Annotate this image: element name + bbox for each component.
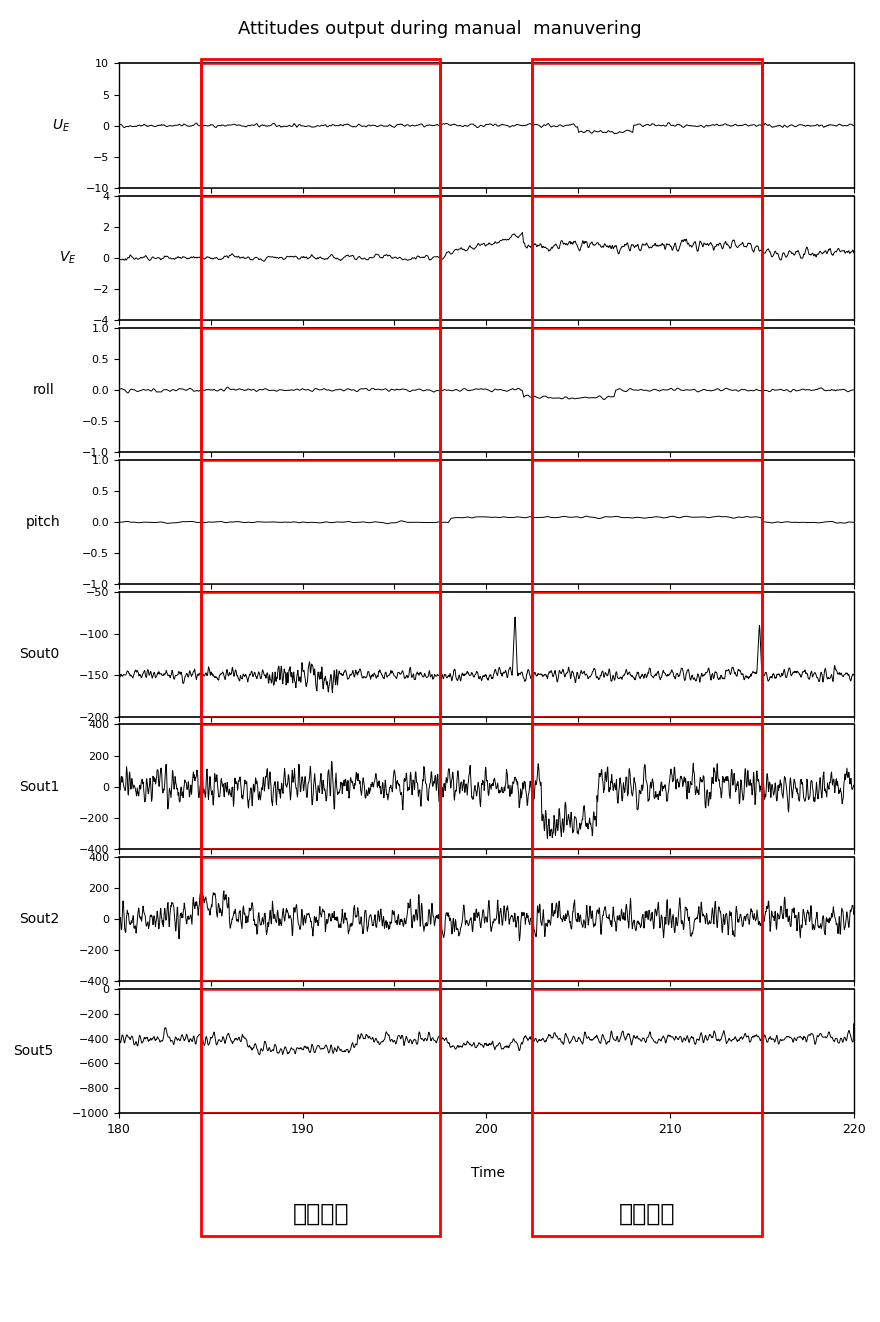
Bar	[202, 724, 440, 849]
Bar	[202, 592, 440, 717]
Bar	[532, 63, 762, 188]
Text: 전진비행: 전진비행	[293, 1202, 349, 1225]
Text: Attitudes output during manual  manuvering: Attitudes output during manual manuverin…	[238, 20, 642, 38]
Y-axis label: roll: roll	[33, 383, 54, 397]
Bar	[532, 592, 762, 717]
Bar	[202, 63, 440, 188]
Y-axis label: pitch: pitch	[26, 516, 61, 529]
Bar	[532, 196, 762, 320]
Bar	[202, 989, 440, 1113]
Bar	[532, 724, 762, 849]
Bar	[202, 460, 440, 584]
Y-axis label: Sout0: Sout0	[19, 648, 60, 661]
Bar	[532, 460, 762, 584]
Y-axis label: Sout2: Sout2	[19, 912, 60, 925]
Bar	[202, 857, 440, 981]
Bar	[532, 989, 762, 1113]
Y-axis label: Sout5: Sout5	[12, 1044, 53, 1058]
Text: 후진비행: 후진비행	[619, 1202, 675, 1225]
Y-axis label: $V_E$: $V_E$	[59, 250, 77, 266]
Y-axis label: Sout1: Sout1	[19, 780, 60, 793]
Bar	[202, 328, 440, 452]
Bar	[532, 857, 762, 981]
Y-axis label: $U_E$: $U_E$	[52, 118, 70, 134]
Bar	[532, 328, 762, 452]
Text: Time: Time	[472, 1166, 505, 1181]
Bar	[202, 196, 440, 320]
